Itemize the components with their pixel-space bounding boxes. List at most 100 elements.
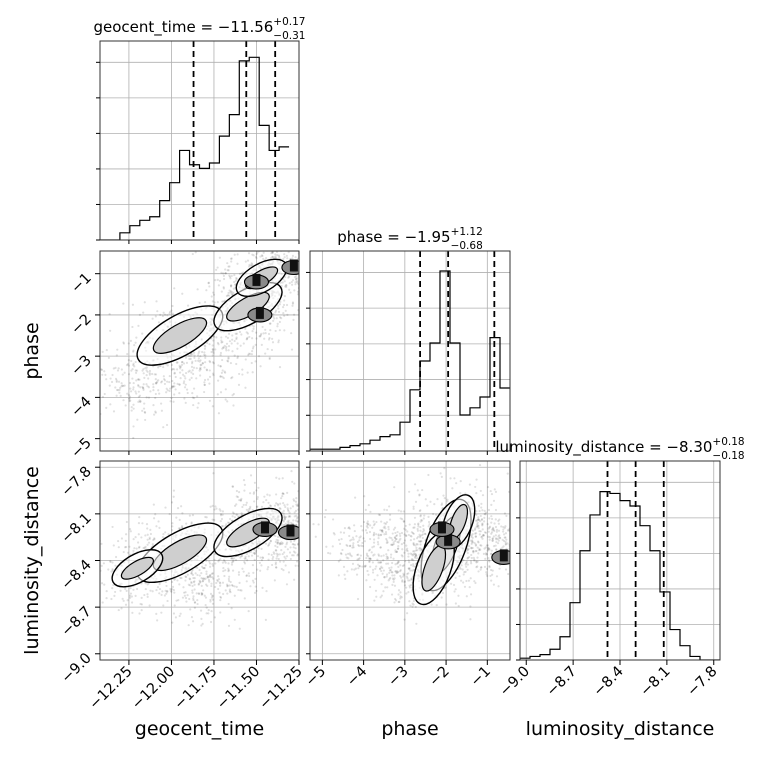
sample-point: [295, 560, 299, 563]
sample-point: [282, 519, 285, 522]
sample-point: [387, 579, 390, 582]
sample-point: [256, 505, 259, 508]
sample-point: [219, 353, 222, 357]
sample-point: [219, 584, 222, 587]
sample-point: [283, 314, 286, 317]
sample-point: [260, 254, 264, 257]
sample-point: [233, 339, 236, 343]
sample-point: [220, 525, 223, 528]
sample-point: [143, 376, 146, 379]
sample-point: [168, 380, 171, 384]
sample-point: [500, 525, 503, 528]
sample-point: [473, 528, 477, 531]
sample-point: [475, 549, 478, 553]
sample-point: [349, 544, 352, 547]
sample-point: [208, 575, 211, 578]
sample-point: [160, 381, 163, 384]
sample-point: [193, 356, 196, 359]
sample-point: [251, 263, 254, 266]
sample-point: [251, 253, 254, 256]
sample-point: [190, 615, 194, 619]
sample-point: [369, 557, 372, 561]
sample-point: [211, 354, 214, 357]
sample-point: [131, 367, 134, 371]
sample-point: [200, 572, 203, 575]
sample-point: [222, 300, 225, 303]
sample-point: [265, 590, 268, 593]
sample-point: [293, 482, 296, 485]
sample-point: [119, 394, 122, 397]
sample-point: [176, 579, 179, 582]
sample-point: [168, 310, 172, 314]
sample-point: [187, 583, 190, 586]
sample-point: [194, 359, 197, 362]
sample-point: [184, 377, 187, 380]
sample-point: [339, 552, 343, 555]
sample-point: [317, 523, 320, 526]
sample-point: [101, 601, 104, 604]
sample-point: [382, 559, 385, 562]
sample-point: [443, 497, 446, 500]
sample-point: [416, 549, 419, 552]
sample-point: [271, 235, 273, 237]
sample-point: [283, 555, 286, 558]
sample-point: [279, 281, 282, 284]
sample-point: [124, 587, 127, 590]
sample-point: [414, 553, 417, 556]
sample-point: [540, 538, 542, 540]
sample-point: [126, 599, 129, 602]
sample-point: [379, 596, 382, 599]
sample-point: [406, 547, 409, 550]
sample-point: [294, 283, 297, 286]
sample-point: [183, 397, 186, 400]
sample-point: [212, 335, 216, 338]
sample-point: [242, 246, 244, 248]
sample-point: [396, 561, 399, 565]
sample-point: [351, 546, 354, 549]
sample-point: [408, 586, 412, 589]
sample-point: [483, 531, 487, 534]
sample-point: [272, 315, 275, 318]
sample-point: [329, 253, 331, 255]
sample-point: [278, 507, 281, 510]
sample-point: [214, 505, 217, 508]
sample-point: [173, 591, 176, 594]
sample-point: [294, 519, 298, 522]
sample-point: [492, 499, 496, 502]
sample-point: [192, 387, 196, 390]
sample-point: [506, 472, 509, 475]
sample-point: [528, 555, 530, 557]
sample-point: [199, 580, 202, 583]
sample-point: [223, 574, 226, 578]
sample-point: [254, 360, 257, 363]
sample-point: [395, 537, 398, 541]
sample-point: [283, 518, 287, 521]
sample-point: [296, 520, 299, 523]
sample-point: [514, 500, 516, 502]
sample-point: [306, 328, 308, 330]
sample-point: [173, 393, 176, 396]
sample-point: [416, 527, 419, 531]
sample-point: [366, 520, 369, 523]
sample-point: [368, 548, 372, 551]
sample-point: [233, 273, 236, 277]
sample-point: [191, 396, 195, 399]
sample-point: [146, 385, 149, 388]
sample-point: [221, 510, 225, 513]
sample-point: [200, 591, 203, 595]
sample-point: [292, 318, 295, 321]
density-peak: [260, 521, 269, 534]
sample-point: [153, 538, 156, 541]
sample-point: [245, 552, 249, 556]
sample-point: [475, 566, 478, 569]
sample-point: [227, 567, 230, 570]
sample-point: [487, 530, 490, 533]
sample-point: [246, 371, 249, 374]
sample-point: [164, 580, 168, 584]
sample-point: [491, 528, 494, 531]
sample-point: [477, 518, 481, 521]
sample-point: [250, 361, 253, 365]
sample-point: [394, 597, 397, 601]
sample-point: [134, 594, 137, 597]
sample-point: [233, 516, 236, 519]
